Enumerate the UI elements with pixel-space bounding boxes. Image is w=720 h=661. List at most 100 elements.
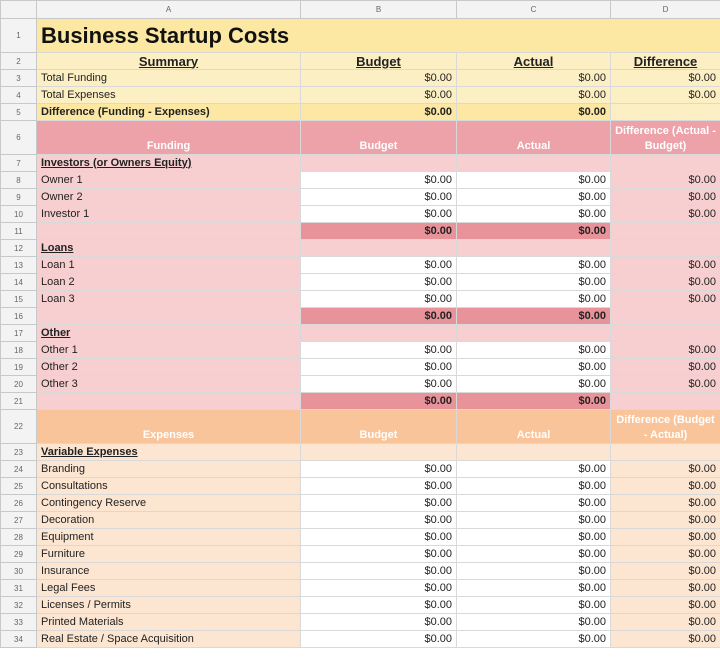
budget-cell[interactable]: $0.00 bbox=[300, 273, 457, 291]
row-number[interactable]: 17 bbox=[0, 324, 37, 342]
difference-cell[interactable]: $0.00 bbox=[610, 375, 720, 393]
row-number[interactable]: 24 bbox=[0, 460, 37, 478]
expenses-actual-header[interactable]: Actual bbox=[456, 409, 611, 444]
row-number[interactable]: 8 bbox=[0, 171, 37, 189]
difference-cell[interactable]: $0.00 bbox=[610, 613, 720, 631]
summary-difference-header[interactable]: Difference bbox=[610, 52, 720, 70]
item-label-cell[interactable]: Legal Fees bbox=[36, 579, 301, 597]
empty-cell[interactable] bbox=[36, 307, 301, 325]
actual-cell[interactable]: $0.00 bbox=[456, 511, 611, 529]
empty-cell[interactable] bbox=[36, 222, 301, 240]
empty-cell[interactable] bbox=[456, 324, 611, 342]
empty-cell[interactable] bbox=[300, 239, 457, 257]
row-number[interactable]: 23 bbox=[0, 443, 37, 461]
empty-cell[interactable] bbox=[456, 154, 611, 172]
item-label-cell[interactable]: Investor 1 bbox=[36, 205, 301, 223]
budget-cell[interactable]: $0.00 bbox=[300, 188, 457, 206]
budget-cell[interactable]: $0.00 bbox=[300, 358, 457, 376]
item-label-cell[interactable]: Owner 1 bbox=[36, 171, 301, 189]
row-number[interactable]: 27 bbox=[0, 511, 37, 529]
funding-actual-header[interactable]: Actual bbox=[456, 120, 611, 155]
group-title-cell[interactable]: Variable Expenses bbox=[36, 443, 301, 461]
summary-budget-header[interactable]: Budget bbox=[300, 52, 457, 70]
empty-cell[interactable] bbox=[456, 443, 611, 461]
difference-cell[interactable]: $0.00 bbox=[610, 205, 720, 223]
item-label-cell[interactable]: Loan 3 bbox=[36, 290, 301, 308]
item-label-cell[interactable]: Other 1 bbox=[36, 341, 301, 359]
summary-label-cell[interactable]: Total Funding bbox=[36, 69, 301, 87]
budget-cell[interactable]: $0.00 bbox=[300, 528, 457, 546]
empty-cell[interactable] bbox=[610, 307, 720, 325]
empty-cell[interactable] bbox=[36, 392, 301, 410]
budget-cell[interactable]: $0.00 bbox=[300, 171, 457, 189]
actual-cell[interactable]: $0.00 bbox=[456, 596, 611, 614]
budget-cell[interactable]: $0.00 bbox=[300, 545, 457, 563]
empty-cell[interactable] bbox=[300, 324, 457, 342]
row-number[interactable]: 1 bbox=[0, 18, 37, 53]
budget-cell[interactable]: $0.00 bbox=[300, 562, 457, 580]
difference-cell[interactable]: $0.00 bbox=[610, 273, 720, 291]
summary-actual-cell[interactable]: $0.00 bbox=[456, 103, 611, 121]
row-number[interactable]: 14 bbox=[0, 273, 37, 291]
row-number[interactable]: 29 bbox=[0, 545, 37, 563]
difference-cell[interactable]: $0.00 bbox=[610, 460, 720, 478]
budget-cell[interactable]: $0.00 bbox=[300, 375, 457, 393]
actual-cell[interactable]: $0.00 bbox=[456, 528, 611, 546]
row-number[interactable]: 34 bbox=[0, 630, 37, 648]
actual-cell[interactable]: $0.00 bbox=[456, 630, 611, 648]
expenses-budget-header[interactable]: Budget bbox=[300, 409, 457, 444]
summary-budget-cell[interactable]: $0.00 bbox=[300, 103, 457, 121]
actual-cell[interactable]: $0.00 bbox=[456, 188, 611, 206]
empty-cell[interactable] bbox=[610, 154, 720, 172]
row-number[interactable]: 22 bbox=[0, 409, 37, 444]
budget-cell[interactable]: $0.00 bbox=[300, 460, 457, 478]
summary-difference-cell[interactable]: $0.00 bbox=[610, 86, 720, 104]
total-actual-cell[interactable]: $0.00 bbox=[456, 222, 611, 240]
group-title-cell[interactable]: Loans bbox=[36, 239, 301, 257]
expenses-difference-header[interactable]: Difference (Budget - Actual) bbox=[610, 409, 720, 444]
row-number[interactable]: 32 bbox=[0, 596, 37, 614]
item-label-cell[interactable]: Furniture bbox=[36, 545, 301, 563]
actual-cell[interactable]: $0.00 bbox=[456, 358, 611, 376]
group-title-cell[interactable]: Other bbox=[36, 324, 301, 342]
actual-cell[interactable]: $0.00 bbox=[456, 477, 611, 495]
difference-cell[interactable]: $0.00 bbox=[610, 630, 720, 648]
row-number[interactable]: 18 bbox=[0, 341, 37, 359]
row-number[interactable]: 25 bbox=[0, 477, 37, 495]
actual-cell[interactable]: $0.00 bbox=[456, 494, 611, 512]
difference-cell[interactable]: $0.00 bbox=[610, 596, 720, 614]
difference-cell[interactable]: $0.00 bbox=[610, 290, 720, 308]
item-label-cell[interactable]: Other 2 bbox=[36, 358, 301, 376]
empty-cell[interactable] bbox=[610, 324, 720, 342]
row-number[interactable]: 4 bbox=[0, 86, 37, 104]
summary-difference-cell[interactable]: $0.00 bbox=[610, 69, 720, 87]
row-number[interactable]: 7 bbox=[0, 154, 37, 172]
budget-cell[interactable]: $0.00 bbox=[300, 511, 457, 529]
item-label-cell[interactable]: Branding bbox=[36, 460, 301, 478]
summary-label-cell[interactable]: Total Expenses bbox=[36, 86, 301, 104]
row-number[interactable]: 19 bbox=[0, 358, 37, 376]
column-header-d[interactable]: D bbox=[610, 0, 720, 19]
row-number[interactable]: 28 bbox=[0, 528, 37, 546]
empty-cell[interactable] bbox=[610, 103, 720, 121]
row-number[interactable]: 11 bbox=[0, 222, 37, 240]
row-number[interactable]: 30 bbox=[0, 562, 37, 580]
column-header-b[interactable]: B bbox=[300, 0, 457, 19]
total-actual-cell[interactable]: $0.00 bbox=[456, 392, 611, 410]
empty-cell[interactable] bbox=[610, 392, 720, 410]
actual-cell[interactable]: $0.00 bbox=[456, 273, 611, 291]
budget-cell[interactable]: $0.00 bbox=[300, 341, 457, 359]
row-number[interactable]: 21 bbox=[0, 392, 37, 410]
funding-difference-header[interactable]: Difference (Actual - Budget) bbox=[610, 120, 720, 155]
item-label-cell[interactable]: Loan 1 bbox=[36, 256, 301, 274]
summary-actual-cell[interactable]: $0.00 bbox=[456, 86, 611, 104]
budget-cell[interactable]: $0.00 bbox=[300, 630, 457, 648]
difference-cell[interactable]: $0.00 bbox=[610, 511, 720, 529]
select-all-corner[interactable] bbox=[0, 0, 37, 19]
row-number[interactable]: 9 bbox=[0, 188, 37, 206]
budget-cell[interactable]: $0.00 bbox=[300, 494, 457, 512]
difference-cell[interactable]: $0.00 bbox=[610, 545, 720, 563]
row-number[interactable]: 13 bbox=[0, 256, 37, 274]
summary-budget-cell[interactable]: $0.00 bbox=[300, 86, 457, 104]
empty-cell[interactable] bbox=[610, 222, 720, 240]
